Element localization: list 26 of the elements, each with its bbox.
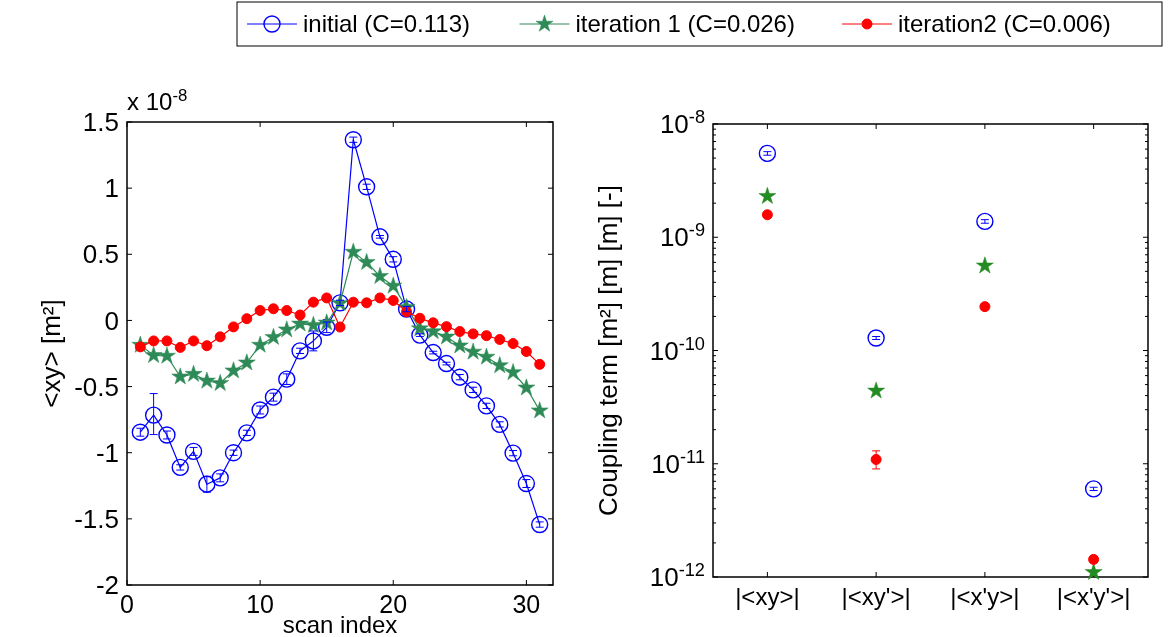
x-tick-label: 20 — [379, 590, 408, 618]
x-tick-label: |<x'y>| — [950, 583, 1020, 610]
y-tick-label: -0.5 — [74, 371, 119, 402]
y-tick-label: 10$^{-11}$ — [651, 446, 705, 479]
legend-label: iteration2 (C=0.006) — [898, 10, 1111, 38]
y-axis-title: <xy> [m²] — [36, 299, 66, 408]
y-tick-label: -1 — [95, 437, 119, 468]
legend-label: iteration 1 (C=0.026) — [575, 10, 795, 38]
text: x 10$^{-8}$ — [127, 85, 188, 115]
legend-label: initial (C=0.113) — [303, 10, 470, 38]
y-tick-label: 10$^{-9}$ — [659, 220, 705, 253]
y-tick-label: 0.5 — [82, 239, 119, 270]
x-tick-label: |<xy'>| — [841, 583, 911, 610]
y-axis-title: Coupling term [m²] [m] [m] [-] — [593, 185, 623, 516]
y-tick-label: 1.5 — [82, 107, 119, 138]
x-tick-label: 30 — [512, 590, 541, 618]
x-tick-label: |<x'y'>| — [1056, 583, 1131, 610]
y-tick-label: 0 — [104, 305, 119, 336]
y-tick-label: 10$^{-12}$ — [649, 560, 705, 593]
x-tick-label: 10 — [246, 590, 275, 618]
y-tick-label: -2 — [95, 570, 119, 601]
y-tick-label: 10$^{-8}$ — [659, 107, 705, 140]
x-tick-label: |<xy>| — [735, 583, 800, 610]
y-tick-label: 1 — [104, 173, 119, 204]
y-tick-label: -1.5 — [74, 503, 119, 534]
y-tick-label: 10$^{-10}$ — [649, 333, 705, 366]
